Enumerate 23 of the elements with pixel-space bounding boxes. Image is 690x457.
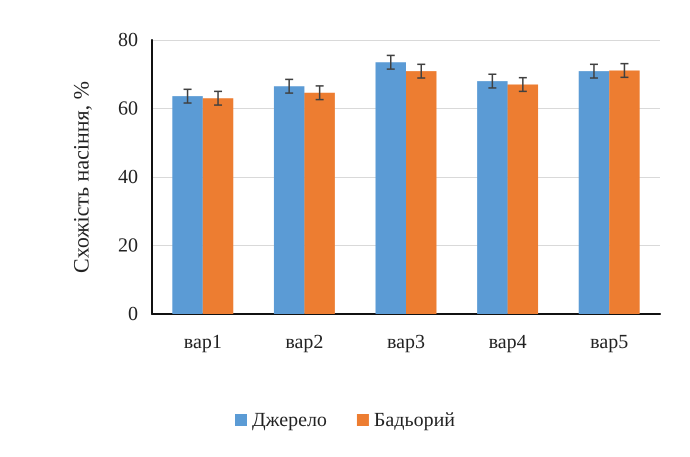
x-tick-label: вар5: [590, 331, 628, 353]
y-tick-label: 80: [118, 29, 138, 51]
y-tick-label: 40: [118, 166, 138, 188]
x-tick-label: вар4: [488, 331, 527, 353]
bar: [508, 84, 538, 314]
y-axis-title: Схожість насіння, %: [68, 81, 94, 273]
bar: [477, 81, 508, 314]
bar: [376, 62, 406, 314]
bar: [406, 71, 436, 314]
y-tick-label: 60: [118, 98, 138, 120]
x-tick-label: вар2: [285, 331, 324, 353]
legend-label: Бадьорий: [374, 409, 456, 431]
legend-label: Джерело: [252, 409, 327, 431]
bar: [304, 92, 335, 314]
y-tick-label: 0: [128, 303, 138, 325]
bar: [202, 98, 234, 314]
bar: [578, 71, 610, 314]
bar: [172, 96, 203, 314]
x-tick-label: вар3: [386, 331, 426, 353]
y-tick-label: 20: [118, 234, 138, 256]
bar: [274, 86, 304, 314]
x-tick-label: вар1: [184, 331, 222, 353]
bar: [609, 70, 640, 314]
